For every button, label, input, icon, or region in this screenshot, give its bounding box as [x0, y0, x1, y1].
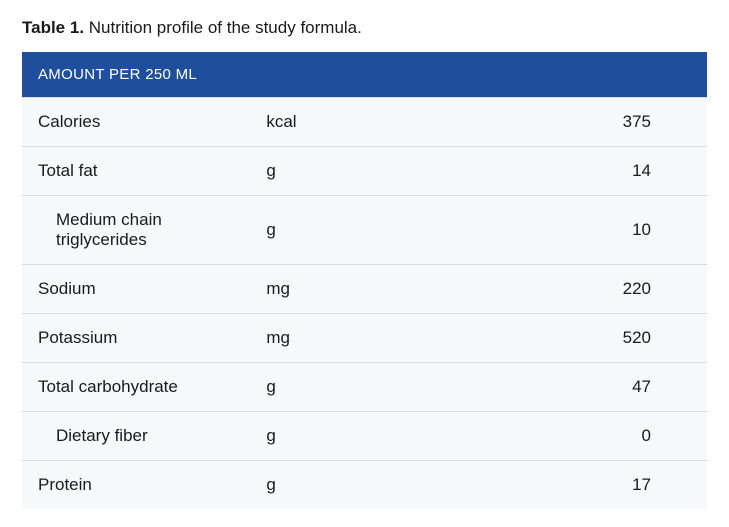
row-value: 220: [479, 265, 707, 314]
table-header: AMOUNT PER 250 ML: [22, 52, 707, 98]
row-name: Sodium: [22, 265, 250, 314]
row-unit: g: [250, 196, 478, 265]
row-name: Total carbohydrate: [22, 363, 250, 412]
table-body: Calorieskcal375Total fatg14Medium chain …: [22, 98, 707, 510]
nutrition-table: AMOUNT PER 250 ML Calorieskcal375Total f…: [22, 52, 707, 509]
row-unit: g: [250, 461, 478, 510]
table-row: Dietary fiberg0: [22, 412, 707, 461]
row-value: 14: [479, 147, 707, 196]
table-row: Calorieskcal375: [22, 98, 707, 147]
table-row: Total fatg14: [22, 147, 707, 196]
row-unit: mg: [250, 314, 478, 363]
row-name: Dietary fiber: [22, 412, 250, 461]
row-name: Total fat: [22, 147, 250, 196]
table-row: Total carbohydrateg47: [22, 363, 707, 412]
row-unit: g: [250, 147, 478, 196]
row-value: 10: [479, 196, 707, 265]
table-row: Proteing17: [22, 461, 707, 510]
row-unit: kcal: [250, 98, 478, 147]
row-value: 375: [479, 98, 707, 147]
table-caption: Table 1. Nutrition profile of the study …: [22, 18, 707, 38]
row-unit: g: [250, 412, 478, 461]
row-name: Potassium: [22, 314, 250, 363]
table-row: Sodiummg220: [22, 265, 707, 314]
row-unit: g: [250, 363, 478, 412]
table-header-row: AMOUNT PER 250 ML: [22, 52, 707, 98]
table-row: Medium chain triglyceridesg10: [22, 196, 707, 265]
row-name: Protein: [22, 461, 250, 510]
row-value: 17: [479, 461, 707, 510]
table-row: Potassiummg520: [22, 314, 707, 363]
row-value: 47: [479, 363, 707, 412]
row-value: 520: [479, 314, 707, 363]
row-name: Calories: [22, 98, 250, 147]
row-unit: mg: [250, 265, 478, 314]
row-name: Medium chain triglycerides: [22, 196, 250, 265]
table-container: Table 1. Nutrition profile of the study …: [0, 0, 729, 527]
row-value: 0: [479, 412, 707, 461]
caption-text: Nutrition profile of the study formula.: [89, 18, 362, 37]
caption-label: Table 1.: [22, 18, 84, 37]
